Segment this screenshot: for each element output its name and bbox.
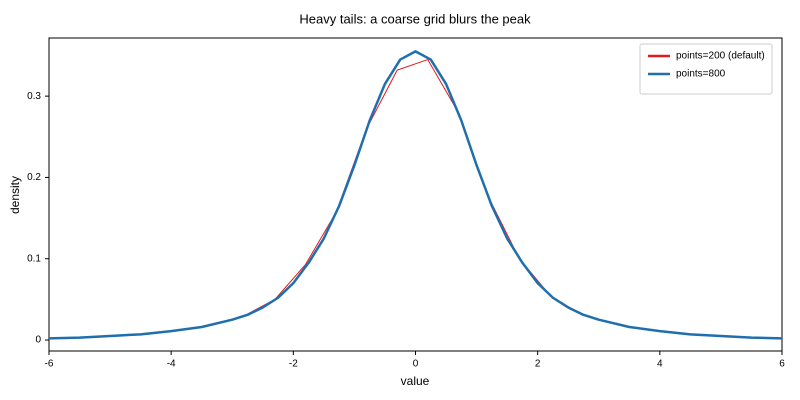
x-tick-label: -2 bbox=[289, 359, 298, 370]
legend-label: points=200 (default) bbox=[676, 51, 765, 62]
y-tick-label: 0.3 bbox=[27, 91, 41, 102]
x-tick-label: 6 bbox=[779, 359, 785, 370]
plot-area bbox=[49, 50, 782, 340]
x-tick-label: -4 bbox=[167, 359, 176, 370]
y-axis-label: density bbox=[8, 176, 22, 214]
x-axis-label: value bbox=[401, 374, 430, 388]
x-tick-label: 0 bbox=[413, 359, 419, 370]
y-tick-label: 0 bbox=[35, 335, 41, 346]
y-tick-label: 0.1 bbox=[27, 253, 41, 264]
x-tick-label: 4 bbox=[657, 359, 663, 370]
x-tick-label: -6 bbox=[45, 359, 54, 370]
legend-box bbox=[639, 43, 773, 95]
chart-title: Heavy tails: a coarse grid blurs the pea… bbox=[299, 11, 531, 26]
legend-label: points=800 bbox=[676, 69, 726, 80]
y-tick-label: 0.2 bbox=[27, 172, 41, 183]
x-tick-label: 2 bbox=[535, 359, 541, 370]
line-series bbox=[49, 50, 782, 340]
line-series bbox=[61, 59, 764, 339]
